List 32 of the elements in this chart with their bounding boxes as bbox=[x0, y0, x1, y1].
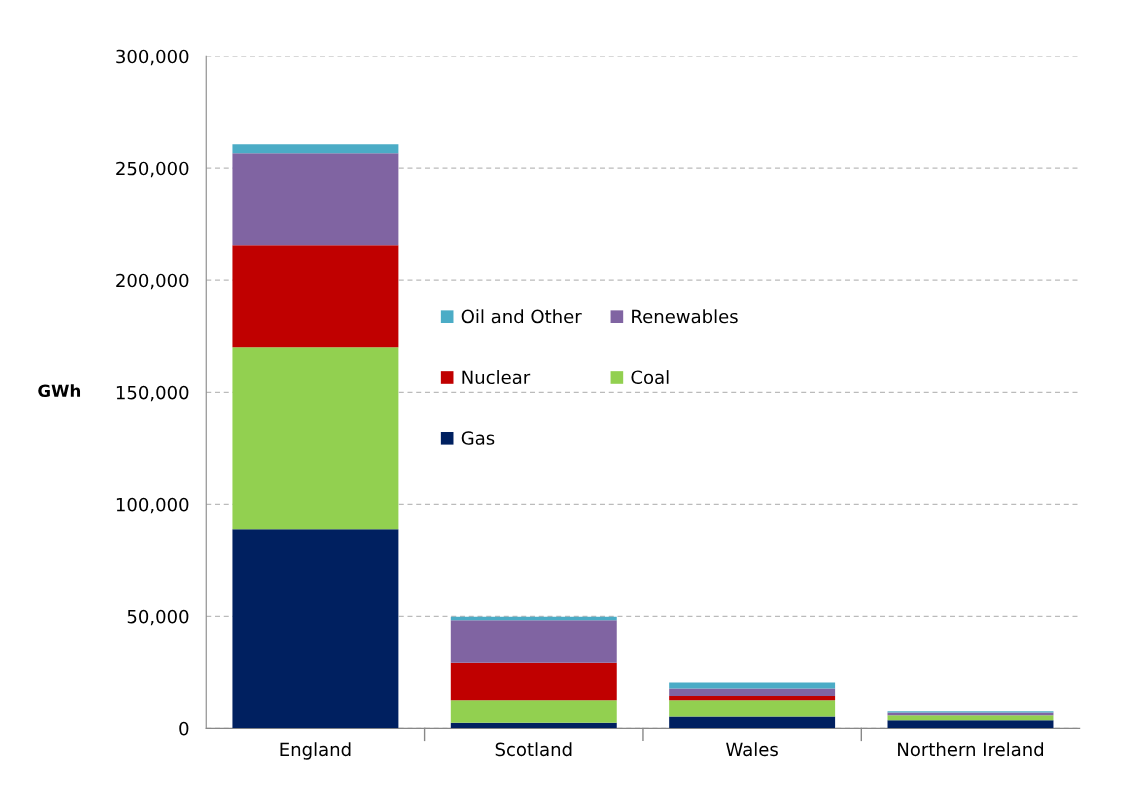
bar bbox=[669, 700, 836, 717]
bar bbox=[450, 620, 617, 663]
y-tick-label: 50,000 bbox=[127, 609, 189, 626]
bar bbox=[450, 700, 617, 723]
x-tick-label: Scotland bbox=[495, 742, 572, 757]
legend-label: Coal bbox=[631, 370, 669, 385]
y-tick-label: 100,000 bbox=[116, 497, 189, 514]
y-tick-label: 200,000 bbox=[116, 273, 189, 290]
legend-label: Renewables bbox=[632, 309, 738, 324]
y-tick-label: 0 bbox=[179, 721, 189, 736]
legend-label: Oil and Other bbox=[461, 309, 582, 324]
bar bbox=[232, 245, 399, 348]
legend-label: Nuclear bbox=[462, 370, 531, 385]
bar bbox=[669, 682, 836, 689]
bar bbox=[232, 347, 399, 530]
x-tick-label: England bbox=[280, 742, 351, 760]
y-axis-title: GWh bbox=[38, 384, 81, 398]
bar bbox=[232, 153, 399, 246]
bar bbox=[887, 720, 1054, 729]
x-tick-label: Wales bbox=[726, 742, 778, 757]
bar bbox=[669, 696, 836, 701]
legend-label: Gas bbox=[461, 431, 495, 445]
y-tick-label: 300,000 bbox=[116, 49, 189, 66]
bar bbox=[232, 529, 399, 729]
bar bbox=[669, 716, 836, 729]
bar bbox=[450, 662, 617, 701]
bar bbox=[887, 715, 1054, 721]
y-tick-label: 250,000 bbox=[116, 161, 189, 178]
y-tick-label: 150,000 bbox=[116, 385, 189, 402]
x-tick-label: Northern Ireland bbox=[898, 742, 1044, 757]
bar bbox=[232, 144, 399, 154]
bar bbox=[669, 688, 836, 697]
